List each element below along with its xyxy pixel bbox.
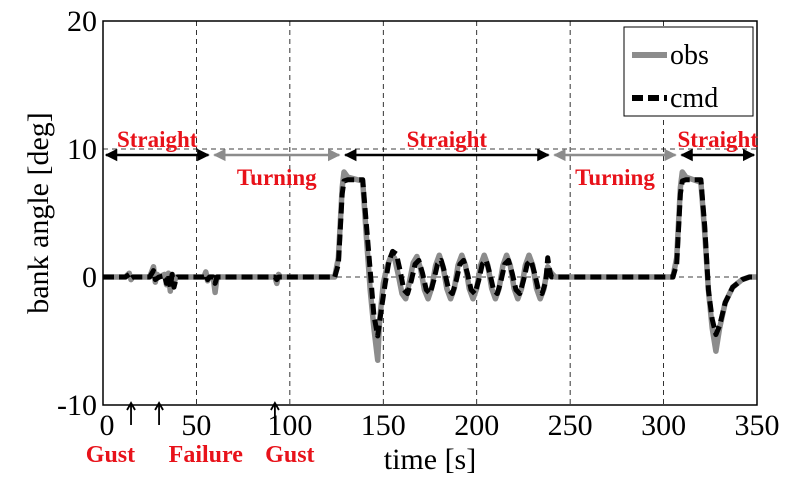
segment-label-3: Turning [575,165,655,190]
y-tick-label-1: 0 [82,261,97,294]
y-tick-label-2: 10 [67,133,97,166]
series-line-cmd [103,177,757,339]
event-arrow-1-0 [154,401,164,425]
legend: obs cmd [623,26,754,117]
segment-label-4: Straight [678,127,759,152]
segment-label-0: Straight [117,127,198,152]
x-tick-label-4: 200 [454,409,499,442]
event-label-2: Gust [265,442,314,468]
event-label-0: Gust [86,442,135,468]
event-arrow-2-0 [270,401,280,425]
x-tick-label-0: 0 [100,409,115,442]
event-label-1: Failure [169,442,244,468]
x-tick-label-5: 250 [548,409,593,442]
y-tick-label-3: 20 [67,5,97,38]
x-tick-label-3: 150 [361,409,406,442]
legend-label-cmd: cmd [670,83,718,114]
segment-label-2: Straight [407,127,488,152]
legend-label-obs: obs [670,40,709,71]
y-tick-label-0: -10 [57,389,97,422]
series-line-obs [103,169,757,363]
event-annotations: Gust Failure Gust [86,401,315,468]
segment-annotations: Straight Turning Straight Turning Straight [104,127,759,190]
segment-label-1: Turning [237,165,317,190]
plot-frame [102,20,758,406]
x-axis-label: time [s] [384,443,476,476]
event-arrow-0-0 [126,401,136,425]
x-tick-label-6: 300 [641,409,686,442]
series-layer [103,169,757,363]
x-tick-label-7: 350 [735,409,780,442]
y-axis-label: bank angle [deg] [22,112,55,314]
legend-box [623,26,754,117]
x-tick-label-1: 50 [181,409,211,442]
